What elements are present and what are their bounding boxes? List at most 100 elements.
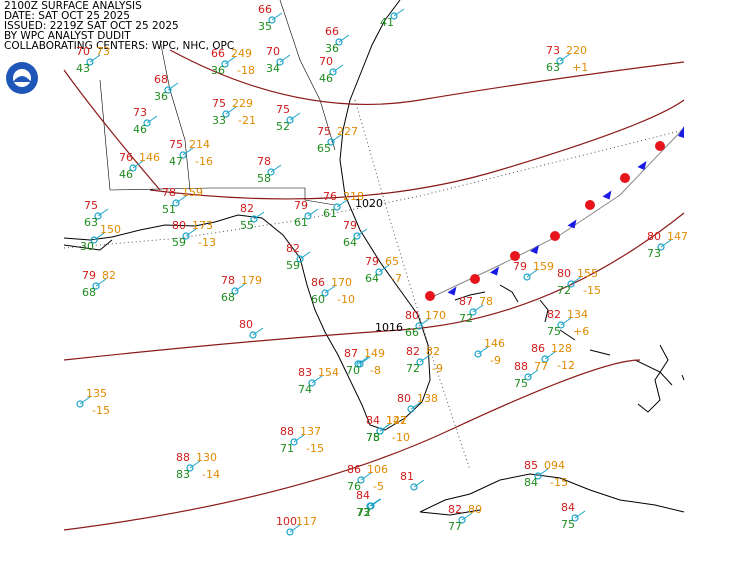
- dewpoint: 46: [319, 72, 333, 85]
- dewpoint: 65: [317, 142, 331, 155]
- station-circle: [268, 16, 276, 24]
- station-plot: 88 137 71 -15: [280, 425, 324, 455]
- station-circle: [186, 464, 194, 472]
- station-circle: [327, 138, 335, 146]
- temperature: 80: [397, 392, 411, 405]
- dewpoint: 61: [294, 216, 308, 229]
- station-plot: 83 154 74: [298, 366, 339, 396]
- wind-barb: [234, 283, 246, 292]
- station-plot: 85 094 84 -15: [524, 459, 568, 489]
- pressure-tendency: +6: [573, 325, 589, 338]
- wind-barb: [182, 147, 194, 156]
- pressure: 117: [296, 515, 317, 528]
- pressure-tendency: -10: [337, 293, 355, 306]
- station-circle: [376, 427, 384, 435]
- pressure: 173: [192, 219, 213, 232]
- dewpoint: 76: [347, 480, 361, 493]
- pressure: 229: [232, 97, 253, 110]
- pressure: 130: [196, 451, 217, 464]
- pressure: 137: [300, 425, 321, 438]
- temperature: 66: [325, 25, 339, 38]
- dewpoint: 63: [546, 61, 560, 74]
- wind-barb: [419, 354, 431, 363]
- dewpoint: 41: [380, 16, 394, 29]
- dewpoint: 83: [176, 468, 190, 481]
- temperature: 86: [531, 342, 545, 355]
- wind-barb: [560, 317, 572, 326]
- station-circle: [534, 472, 542, 480]
- station-circle: [335, 38, 343, 46]
- wind-barb: [289, 524, 301, 533]
- wind-barb: [224, 56, 236, 65]
- station-circle: [567, 280, 575, 288]
- pressure: 159: [182, 186, 203, 199]
- pressure-tendency: -10: [392, 431, 410, 444]
- temperature: 80: [172, 219, 186, 232]
- temperature: 75: [169, 138, 183, 151]
- temperature: 70: [319, 55, 333, 68]
- station-circle: [296, 255, 304, 263]
- station-plot: 86 106 76 -5: [347, 463, 388, 493]
- wind-barb: [79, 396, 91, 405]
- temperature: 79: [343, 219, 357, 232]
- station-plot: 88 77 75: [514, 360, 548, 390]
- header-line: COLLABORATING CENTERS: WPC, NHC, OPC: [4, 40, 234, 52]
- station-circle: [458, 516, 466, 524]
- pressure: 142: [386, 414, 407, 427]
- header-line: ISSUED: 2219Z SAT OCT 25 2025: [4, 20, 179, 32]
- station-circle: [356, 360, 364, 368]
- pressure-tendency: -7: [391, 272, 402, 285]
- station-plot: 41: [380, 8, 405, 29]
- temperature: 84: [561, 501, 575, 514]
- wind-barb: [338, 34, 350, 43]
- pressure: 138: [417, 392, 438, 405]
- temperature: 80: [647, 230, 661, 243]
- warm-front-symbol: [620, 173, 630, 183]
- temperature: 88: [280, 425, 294, 438]
- station-circle: [172, 199, 180, 207]
- wind-barb: [537, 468, 549, 477]
- station-circle: [86, 58, 94, 66]
- isobars: [63, 49, 685, 531]
- station-circle: [286, 116, 294, 124]
- pressure-tendency: -8: [370, 364, 381, 377]
- station-circle: [222, 110, 230, 118]
- pressure: 147: [667, 230, 688, 243]
- wind-barb: [472, 304, 484, 313]
- pressure: 218: [343, 190, 364, 203]
- station-plot: 82 134 75 +6: [547, 308, 589, 338]
- coastlines: [63, 0, 685, 516]
- pressure: 249: [231, 47, 252, 60]
- wind-barb: [526, 269, 538, 278]
- dewpoint: 59: [286, 259, 300, 272]
- station-circle: [249, 331, 257, 339]
- station-plot: 80 147 73: [647, 230, 688, 260]
- station-plot: 78 159 51: [162, 186, 203, 216]
- station-circle: [92, 282, 100, 290]
- temperature: 78: [257, 155, 271, 168]
- pressure-tendency: -15: [550, 476, 568, 489]
- station-plot: 76 218 61: [323, 190, 364, 220]
- temperature: 66: [258, 3, 272, 16]
- temperature: 87: [344, 347, 358, 360]
- dewpoint: 34: [266, 62, 280, 75]
- station-circle: [524, 373, 532, 381]
- station-circle: [276, 58, 284, 66]
- temperature: 73: [546, 44, 560, 57]
- dewpoint: 58: [257, 172, 271, 185]
- dewpoint: 75: [561, 518, 575, 531]
- station-circle: [410, 483, 418, 491]
- dewpoint: 68: [82, 286, 96, 299]
- wind-barb: [95, 278, 107, 287]
- wind-barb: [418, 318, 430, 327]
- dewpoint: 75: [366, 431, 380, 444]
- wind-barb: [132, 160, 144, 169]
- wind-barb: [330, 134, 342, 143]
- header-line: BY WPC ANALYST DUDIT: [4, 30, 131, 42]
- temperature: 70: [266, 45, 280, 58]
- pressure: 155: [577, 267, 598, 280]
- dewpoint: 51: [162, 203, 176, 216]
